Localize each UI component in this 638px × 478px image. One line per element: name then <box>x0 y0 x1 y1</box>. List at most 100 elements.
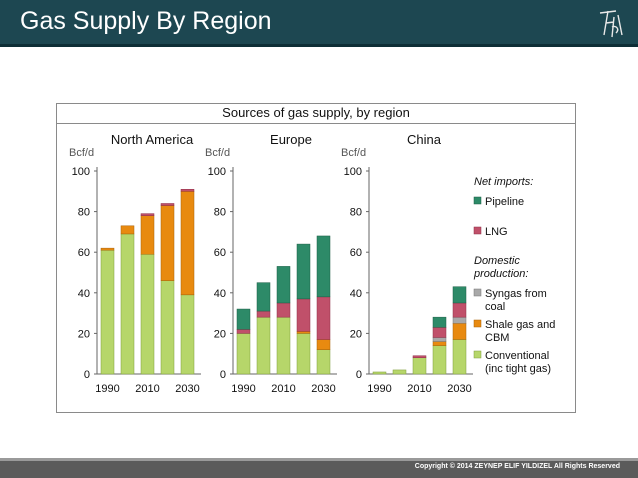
bar-1-0-lng <box>236 329 251 334</box>
panel-title-2: China <box>407 132 442 147</box>
bar-0-3-shale <box>160 205 175 281</box>
y-tick-label-2-0: 0 <box>356 369 362 381</box>
bar-0-1-conventional <box>120 233 135 375</box>
y-tick-label-0-1: 20 <box>78 328 90 340</box>
x-tick-label-1-0: 1990 <box>231 383 255 395</box>
legend-item-lng-swatch <box>473 226 482 235</box>
header-divider <box>0 44 638 47</box>
panel-title-0: North America <box>111 132 194 147</box>
bar-2-2-conventional <box>412 357 427 375</box>
bar-0-2-lng <box>140 213 155 216</box>
legend-item-conventional-label: Conventional <box>485 350 549 362</box>
legend-item-pipeline-label: Pipeline <box>485 196 524 208</box>
chart-title-rule <box>57 123 575 124</box>
stacked-bar-chart: North America Bcf/d 0 20 40 60 80 100 1990 2010 20… <box>69 132 555 395</box>
y-tick-label-2-3: 60 <box>350 247 362 259</box>
bar-2-3-conventional <box>432 345 447 375</box>
bar-1-2-conventional <box>276 316 291 375</box>
bar-1-4-pipeline <box>316 235 331 298</box>
bar-0-2-shale <box>140 215 155 255</box>
x-tick-label-0-0: 1990 <box>95 383 119 395</box>
y-tick-label-2-4: 80 <box>350 207 362 219</box>
bar-2-3-lng <box>432 327 447 338</box>
x-tick-label-1-4: 2030 <box>311 383 335 395</box>
y-axis-unit-0: Bcf/d <box>69 147 94 159</box>
bar-2-3-syngas <box>432 337 447 342</box>
x-tick-label-2-0: 1990 <box>367 383 391 395</box>
y-tick-label-1-5: 100 <box>208 166 226 178</box>
bar-1-2-lng <box>276 302 291 318</box>
y-tick-label-2-1: 20 <box>350 328 362 340</box>
bar-0-0-shale <box>100 247 115 251</box>
y-tick-label-2-5: 100 <box>344 166 362 178</box>
legend-item-lng-label: LNG <box>485 226 508 238</box>
chart-figure: Sources of gas supply, by region North A… <box>56 103 576 413</box>
legend-heading-imports: Net imports: <box>474 176 533 188</box>
bar-1-1-conventional <box>256 316 271 375</box>
legend-item-syngas-swatch <box>473 288 482 297</box>
legend-item-conventional-swatch <box>473 350 482 359</box>
legend-item-shale-swatch <box>473 319 482 328</box>
legend-item-syngas-label-1: coal <box>485 301 505 313</box>
bar-2-3-pipeline <box>432 316 447 328</box>
bar-1-4-lng <box>316 296 331 340</box>
bar-1-3-shale <box>296 331 311 334</box>
bar-1-1-pipeline <box>256 282 271 312</box>
bar-2-4-shale <box>452 323 467 340</box>
chart-title: Sources of gas supply, by region <box>222 105 410 120</box>
y-tick-label-0-4: 80 <box>78 207 90 219</box>
slide-header <box>0 0 638 44</box>
bar-2-4-syngas <box>452 316 467 324</box>
bar-1-4-conventional <box>316 349 331 375</box>
y-axis-unit-2: Bcf/d <box>341 147 366 159</box>
panel-title-1: Europe <box>270 132 312 147</box>
y-tick-label-1-3: 60 <box>214 247 226 259</box>
bar-2-0-conventional <box>372 371 387 375</box>
bar-2-4-lng <box>452 302 467 318</box>
legend-item-pipeline-swatch <box>473 196 482 205</box>
footer-accent <box>0 458 638 461</box>
bar-2-4-pipeline <box>452 286 467 304</box>
y-tick-label-1-2: 40 <box>214 288 226 300</box>
legend-item-shale-label-1: CBM <box>485 332 509 344</box>
y-tick-label-0-5: 100 <box>72 166 90 178</box>
bar-1-3-lng <box>296 298 311 332</box>
bar-2-3-shale <box>432 341 447 346</box>
x-tick-label-0-4: 2030 <box>175 383 199 395</box>
bar-1-0-pipeline <box>236 308 251 330</box>
bar-0-4-shale <box>180 191 195 296</box>
signature-logo-icon <box>599 10 623 38</box>
bar-0-1-shale <box>120 225 135 235</box>
bar-1-3-conventional <box>296 333 311 375</box>
bar-1-4-shale <box>316 339 331 350</box>
y-tick-label-0-0: 0 <box>84 369 90 381</box>
y-tick-label-1-4: 80 <box>214 207 226 219</box>
bar-0-4-lng <box>180 189 195 192</box>
bar-0-2-conventional <box>140 253 155 375</box>
bar-0-3-lng <box>160 203 175 206</box>
copyright-notice: Copyright © 2014 ZEYNEP ELIF YILDIZEL Al… <box>414 463 620 470</box>
footer-band <box>0 461 638 478</box>
bar-0-3-conventional <box>160 280 175 375</box>
bar-2-1-conventional <box>392 369 407 375</box>
x-tick-label-0-2: 2010 <box>135 383 159 395</box>
bar-1-0-conventional <box>236 333 251 375</box>
y-tick-label-0-3: 60 <box>78 247 90 259</box>
y-tick-label-2-2: 40 <box>350 288 362 300</box>
legend-heading-domestic: Domestic <box>474 255 520 267</box>
bar-1-2-pipeline <box>276 266 291 304</box>
legend-heading-domestic-2: production: <box>473 268 528 280</box>
bar-0-0-conventional <box>100 249 115 375</box>
bar-1-3-pipeline <box>296 243 311 300</box>
x-tick-label-1-2: 2010 <box>271 383 295 395</box>
legend-item-shale-label: Shale gas and <box>485 319 555 331</box>
y-tick-label-1-1: 20 <box>214 328 226 340</box>
legend-item-syngas-label: Syngas from <box>485 288 547 300</box>
bar-2-4-conventional <box>452 339 467 375</box>
y-tick-label-0-2: 40 <box>78 288 90 300</box>
x-tick-label-2-2: 2010 <box>407 383 431 395</box>
legend-item-conventional-label-1: (inc tight gas) <box>485 363 551 375</box>
bar-2-2-lng <box>412 355 427 359</box>
y-axis-unit-1: Bcf/d <box>205 147 230 159</box>
y-tick-label-1-0: 0 <box>220 369 226 381</box>
